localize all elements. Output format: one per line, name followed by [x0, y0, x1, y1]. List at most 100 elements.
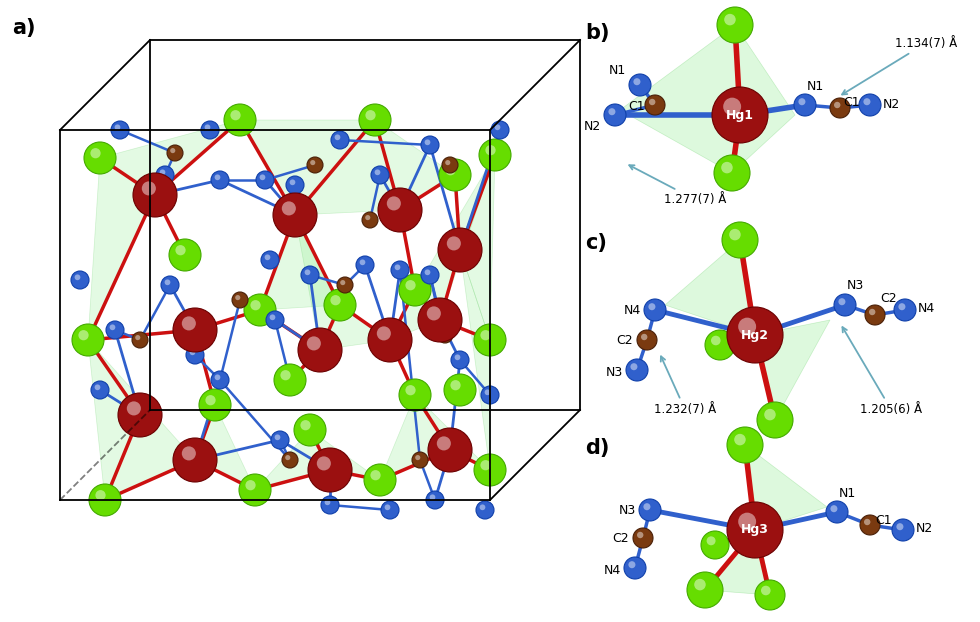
Circle shape: [474, 454, 506, 486]
Circle shape: [721, 162, 733, 174]
Circle shape: [727, 307, 783, 363]
Circle shape: [110, 325, 116, 330]
Text: C2: C2: [612, 532, 629, 544]
Text: N2: N2: [883, 98, 901, 111]
Circle shape: [424, 139, 430, 145]
Circle shape: [830, 505, 838, 513]
Circle shape: [366, 215, 370, 220]
Circle shape: [644, 503, 651, 510]
Circle shape: [707, 536, 715, 545]
Circle shape: [495, 124, 501, 130]
Circle shape: [370, 470, 380, 480]
Circle shape: [95, 490, 106, 500]
Circle shape: [285, 455, 290, 460]
Circle shape: [649, 303, 656, 310]
Circle shape: [723, 98, 741, 116]
Circle shape: [78, 330, 88, 340]
Circle shape: [429, 494, 435, 500]
Circle shape: [307, 337, 320, 350]
Circle shape: [451, 351, 469, 369]
Circle shape: [265, 254, 270, 260]
Text: C2: C2: [880, 292, 897, 305]
Circle shape: [687, 572, 723, 608]
Circle shape: [91, 381, 109, 399]
Circle shape: [173, 438, 217, 482]
Circle shape: [451, 380, 461, 391]
Circle shape: [421, 266, 439, 284]
Circle shape: [406, 280, 416, 290]
Polygon shape: [705, 445, 770, 595]
Circle shape: [251, 300, 261, 310]
Circle shape: [239, 474, 271, 506]
Circle shape: [111, 121, 129, 139]
Circle shape: [438, 228, 482, 272]
Circle shape: [294, 414, 326, 446]
Circle shape: [156, 166, 174, 184]
Text: C1: C1: [843, 96, 859, 109]
Circle shape: [230, 110, 241, 120]
Circle shape: [126, 401, 141, 415]
Circle shape: [186, 346, 204, 364]
Circle shape: [90, 148, 101, 159]
Circle shape: [324, 499, 330, 505]
Text: 1.232(7) Å: 1.232(7) Å: [654, 356, 716, 416]
Text: N1: N1: [609, 64, 626, 77]
Polygon shape: [380, 395, 450, 480]
Text: a): a): [12, 18, 35, 38]
Text: C2: C2: [616, 333, 633, 346]
Circle shape: [764, 409, 776, 420]
Circle shape: [356, 256, 374, 274]
Circle shape: [307, 157, 323, 173]
Circle shape: [362, 212, 378, 228]
Circle shape: [863, 98, 870, 105]
Circle shape: [160, 169, 166, 175]
Circle shape: [261, 251, 279, 269]
Circle shape: [479, 139, 511, 171]
Polygon shape: [415, 155, 495, 320]
Circle shape: [175, 245, 185, 255]
Circle shape: [215, 174, 220, 180]
Circle shape: [757, 402, 793, 438]
Text: N1: N1: [807, 80, 824, 93]
Circle shape: [282, 202, 296, 215]
Circle shape: [416, 455, 420, 460]
Text: 1.134(7) Å: 1.134(7) Å: [842, 37, 957, 95]
Circle shape: [476, 501, 494, 519]
Circle shape: [74, 274, 80, 280]
Circle shape: [637, 330, 657, 350]
Circle shape: [859, 94, 881, 116]
Circle shape: [171, 148, 175, 153]
Circle shape: [201, 121, 219, 139]
Circle shape: [321, 496, 339, 514]
Polygon shape: [390, 290, 440, 340]
Circle shape: [399, 379, 431, 411]
Text: Hg2: Hg2: [741, 328, 769, 341]
Circle shape: [479, 504, 485, 510]
Polygon shape: [255, 430, 330, 490]
Circle shape: [714, 155, 750, 191]
Circle shape: [799, 98, 806, 105]
Circle shape: [734, 434, 746, 445]
Circle shape: [161, 276, 179, 294]
Text: N4: N4: [604, 565, 621, 577]
Circle shape: [273, 193, 317, 237]
Circle shape: [72, 324, 104, 356]
Circle shape: [694, 579, 706, 590]
Circle shape: [182, 447, 196, 460]
Circle shape: [301, 266, 319, 284]
Circle shape: [324, 289, 356, 321]
Polygon shape: [240, 120, 375, 215]
Circle shape: [189, 350, 195, 355]
Circle shape: [738, 318, 757, 335]
Circle shape: [391, 261, 409, 279]
Circle shape: [368, 318, 412, 362]
Circle shape: [729, 229, 741, 240]
Text: b): b): [585, 23, 610, 43]
Circle shape: [308, 448, 352, 492]
Circle shape: [364, 464, 396, 496]
Circle shape: [705, 330, 735, 360]
Circle shape: [270, 314, 275, 320]
Circle shape: [378, 188, 422, 232]
Polygon shape: [745, 445, 827, 530]
Circle shape: [211, 371, 229, 389]
